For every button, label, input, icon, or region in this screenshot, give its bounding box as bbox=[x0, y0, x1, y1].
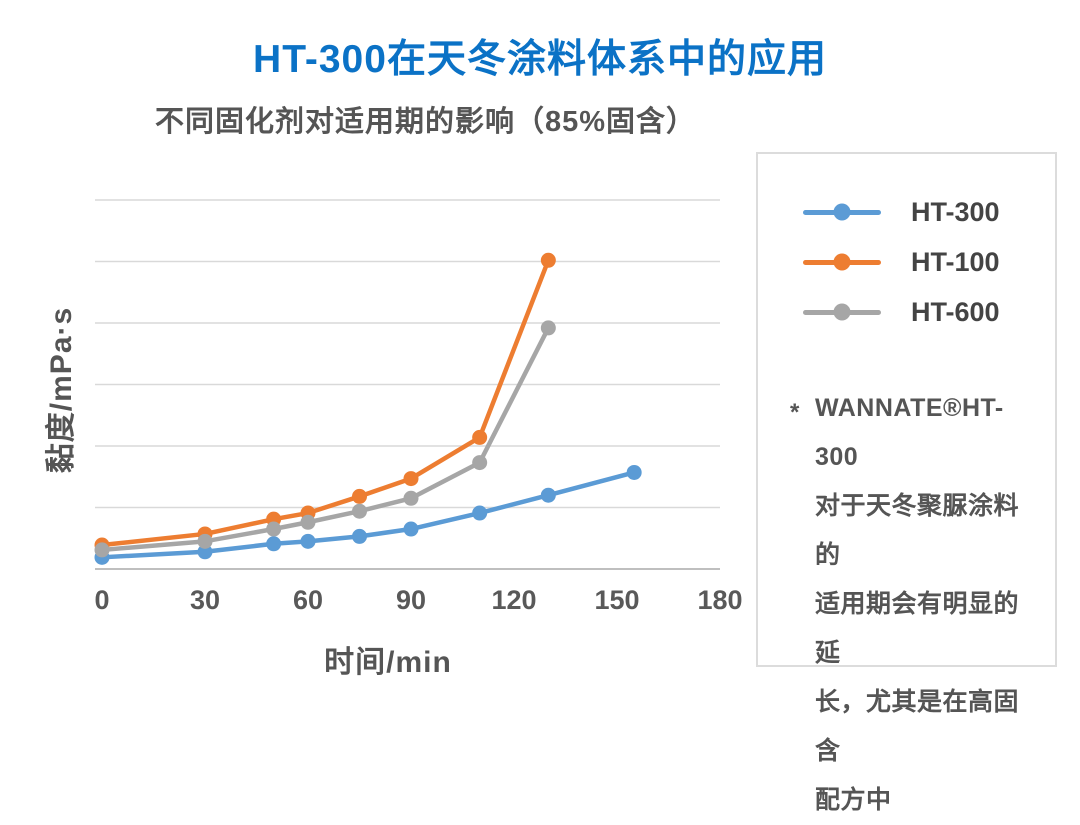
data-point-ht-300 bbox=[197, 544, 213, 560]
legend-swatch-line bbox=[803, 203, 881, 221]
legend-and-note-box: HT-300 HT-100 HT-600 * WANNATE®HT-300 对于… bbox=[756, 152, 1057, 814]
data-point-ht-300 bbox=[300, 533, 316, 549]
data-point-ht-100 bbox=[472, 429, 488, 445]
data-point-ht-300 bbox=[540, 487, 556, 503]
data-point-ht-300 bbox=[626, 464, 642, 480]
footnote-text: WANNATE®HT-300 对于天冬聚脲涂料的 适用期会有明显的延 长，尤其是… bbox=[815, 384, 1040, 825]
legend-item-ht100: HT-100 bbox=[758, 237, 1055, 287]
footnote-line: 适用期会有明显的延 bbox=[815, 590, 1020, 667]
legend-swatch-dot bbox=[833, 203, 851, 221]
legend-swatch-line bbox=[803, 303, 881, 321]
footnote-line: 配方中 bbox=[815, 786, 892, 814]
data-point-ht-100 bbox=[403, 471, 419, 487]
x-tick-label: 120 bbox=[491, 585, 537, 615]
legend: HT-300 HT-100 HT-600 bbox=[758, 187, 1055, 337]
x-tick-label: 180 bbox=[697, 585, 743, 615]
chart-subtitle: 不同固化剂对适用期的影响（85%固含） bbox=[155, 106, 697, 138]
series-line-ht-300 bbox=[99, 470, 637, 560]
data-point-ht-300 bbox=[266, 536, 282, 552]
legend-swatch-dot bbox=[833, 253, 851, 271]
data-point-ht-100 bbox=[94, 537, 110, 553]
data-point-ht-600 bbox=[403, 490, 419, 506]
footnote-line: 长，尤其是在高固含 bbox=[815, 688, 1020, 765]
data-point-ht-100 bbox=[266, 511, 282, 527]
series-line-ht-100 bbox=[99, 258, 551, 548]
data-point-ht-300 bbox=[352, 528, 367, 544]
data-point-ht-300 bbox=[94, 549, 110, 565]
data-point-ht-100 bbox=[352, 488, 367, 504]
x-tick-label: 150 bbox=[594, 585, 640, 615]
data-point-ht-100 bbox=[197, 526, 213, 542]
y-axis-title: 黏度/mPa·s bbox=[45, 306, 78, 474]
data-point-ht-600 bbox=[266, 521, 282, 537]
series-line-ht-600 bbox=[99, 325, 551, 553]
data-point-ht-600 bbox=[94, 542, 110, 558]
legend-item-ht300: HT-300 bbox=[758, 187, 1055, 237]
x-tick-label: 90 bbox=[395, 585, 427, 615]
legend-item-ht600: HT-600 bbox=[758, 287, 1055, 337]
legend-label: HT-600 bbox=[911, 296, 1000, 327]
data-point-ht-300 bbox=[403, 521, 419, 537]
x-axis-title: 时间/min bbox=[324, 646, 452, 679]
data-point-ht-600 bbox=[540, 320, 556, 336]
footnote-line: 对于天冬聚脲涂料的 bbox=[815, 492, 1020, 569]
footnote-line: WANNATE®HT-300 bbox=[815, 394, 1004, 471]
legend-label: HT-300 bbox=[911, 196, 1000, 227]
legend-label: HT-100 bbox=[911, 246, 1000, 277]
x-tick-label: 30 bbox=[189, 585, 221, 615]
data-point-ht-100 bbox=[300, 505, 316, 521]
legend-swatch-line bbox=[803, 253, 881, 271]
legend-swatch-dot bbox=[833, 303, 851, 321]
footnote-asterisk: * bbox=[790, 399, 800, 426]
x-tick-label: 0 bbox=[94, 585, 110, 615]
page-title: HT-300在天冬涂料体系中的应用 bbox=[253, 38, 827, 81]
data-point-ht-600 bbox=[197, 533, 213, 549]
data-point-ht-100 bbox=[540, 252, 556, 268]
data-point-ht-300 bbox=[472, 505, 488, 521]
data-point-ht-600 bbox=[352, 503, 367, 519]
x-tick-label: 60 bbox=[292, 585, 324, 615]
data-point-ht-600 bbox=[300, 514, 316, 530]
data-point-ht-600 bbox=[472, 455, 488, 471]
